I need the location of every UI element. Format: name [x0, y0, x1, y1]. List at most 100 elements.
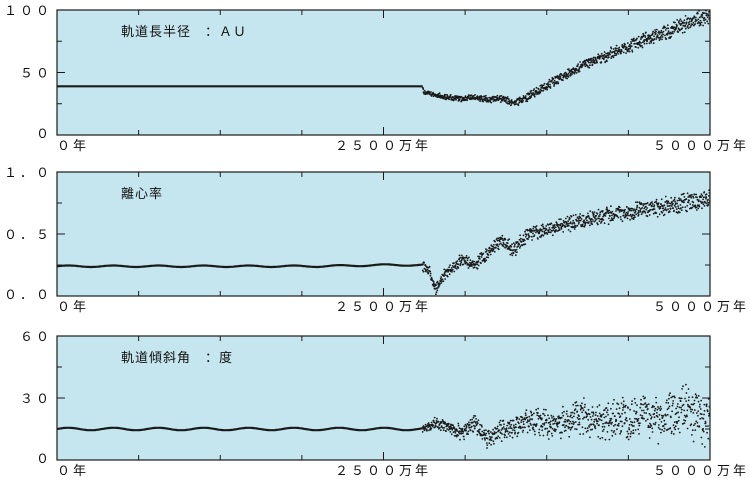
data-point [632, 432, 635, 434]
data-point [605, 52, 607, 55]
data-point [451, 428, 454, 431]
data-point [495, 246, 497, 249]
data-point [556, 425, 559, 428]
data-point [607, 223, 610, 226]
data-point [555, 418, 558, 420]
data-point [514, 103, 517, 106]
data-point [502, 245, 505, 248]
data-point [583, 219, 586, 222]
data-point [436, 417, 438, 420]
data-point [528, 93, 531, 96]
data-point [580, 218, 583, 220]
data-point [451, 265, 454, 267]
data-point [591, 57, 593, 60]
data-point [660, 198, 663, 201]
data-point [655, 30, 657, 33]
data-point [626, 430, 629, 433]
data-point [534, 229, 536, 232]
data-point [607, 210, 609, 213]
data-point [646, 207, 648, 209]
data-point [683, 19, 686, 22]
data-point [559, 75, 562, 78]
data-point [681, 404, 684, 407]
data-point [553, 79, 556, 82]
data-point [634, 216, 636, 219]
data-point [524, 418, 527, 421]
data-point [685, 198, 688, 201]
data-point [677, 427, 680, 430]
data-point [516, 241, 519, 243]
data-point [626, 435, 629, 438]
data-point [640, 42, 642, 44]
data-point [560, 218, 562, 221]
data-point [547, 229, 550, 232]
data-point [631, 49, 633, 52]
data-point [661, 36, 664, 38]
data-point [467, 433, 469, 435]
data-point [507, 433, 510, 435]
data-point [606, 206, 608, 209]
data-point [541, 223, 544, 226]
data-point [693, 409, 696, 411]
data-point [468, 423, 471, 426]
data-point [570, 70, 573, 73]
data-point [515, 248, 518, 251]
data-point [498, 240, 501, 243]
data-point [693, 193, 696, 196]
data-point [560, 437, 562, 440]
data-point [703, 17, 706, 19]
data-point [611, 214, 613, 217]
data-point [443, 97, 445, 100]
data-point [677, 31, 679, 33]
data-point [659, 428, 661, 430]
data-point [456, 430, 459, 432]
data-point [513, 429, 516, 432]
data-point [618, 48, 621, 51]
data-point [501, 99, 504, 102]
data-point [645, 205, 647, 208]
data-point [621, 396, 624, 399]
data-point [450, 433, 453, 436]
data-point [436, 280, 439, 283]
data-point [631, 400, 633, 402]
data-point [646, 403, 648, 406]
data-point [659, 38, 662, 40]
data-point [616, 428, 618, 431]
data-point [674, 396, 676, 399]
data-point [480, 424, 483, 427]
data-point [496, 437, 498, 440]
data-point [698, 204, 700, 207]
data-point [457, 434, 459, 437]
panel-3: ６０ ３０ ０ ０年 ２５００万年 ５０００万年 軌道傾斜角 ：度 [20, 330, 746, 479]
data-point [471, 261, 474, 264]
data-point [595, 218, 598, 221]
data-point [692, 201, 695, 204]
data-point [455, 435, 458, 438]
data-point [591, 219, 594, 221]
data-point [557, 82, 560, 85]
data-point [578, 421, 581, 424]
data-point [535, 423, 538, 425]
data-point [595, 411, 597, 414]
data-point [432, 419, 435, 422]
data-point [463, 438, 465, 441]
data-point [423, 89, 426, 92]
data-point [660, 421, 663, 423]
data-point [699, 19, 702, 22]
data-point [427, 272, 430, 274]
data-point [578, 221, 580, 224]
data-point [491, 436, 493, 438]
data-point [569, 221, 572, 224]
data-point [589, 64, 591, 67]
data-point [635, 201, 637, 204]
data-point [665, 38, 668, 40]
data-point [566, 222, 568, 225]
data-point [564, 421, 567, 423]
data-point [542, 89, 545, 92]
data-point [599, 437, 602, 440]
data-point [429, 272, 432, 275]
data-point [634, 429, 637, 431]
data-point [697, 12, 699, 15]
data-point [570, 411, 573, 414]
data-point [705, 403, 708, 406]
